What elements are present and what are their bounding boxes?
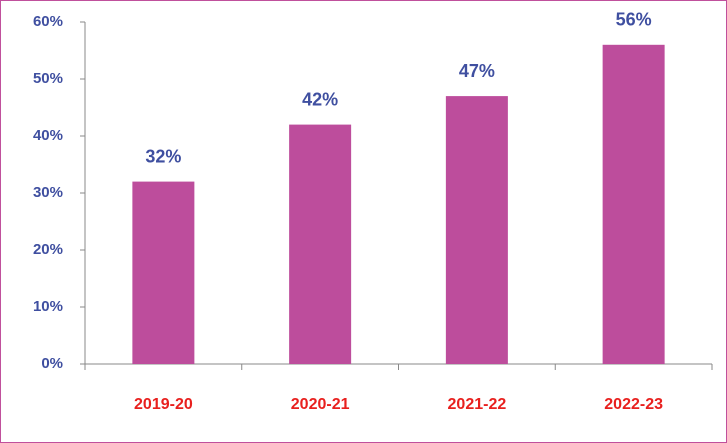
y-tick-label: 60% xyxy=(33,13,63,30)
bar xyxy=(132,181,195,364)
bar xyxy=(445,96,508,364)
y-tick-label: 50% xyxy=(33,70,63,87)
y-tick-label: 30% xyxy=(33,184,63,201)
y-tick-label: 0% xyxy=(41,355,63,372)
x-tick-label: 2019-20 xyxy=(134,396,193,413)
y-tick-label: 40% xyxy=(33,127,63,144)
x-tick-label: 2021-22 xyxy=(448,396,507,413)
bar xyxy=(602,44,665,365)
y-tick-label: 10% xyxy=(33,298,63,315)
y-tick-label: 20% xyxy=(33,241,63,258)
bar xyxy=(289,124,352,364)
data-label: 56% xyxy=(616,10,652,30)
x-tick-label: 2020-21 xyxy=(291,396,350,413)
data-label: 42% xyxy=(302,89,338,109)
data-label: 47% xyxy=(459,61,495,81)
x-tick-label: 2022-23 xyxy=(604,396,663,413)
data-label: 32% xyxy=(145,146,181,166)
